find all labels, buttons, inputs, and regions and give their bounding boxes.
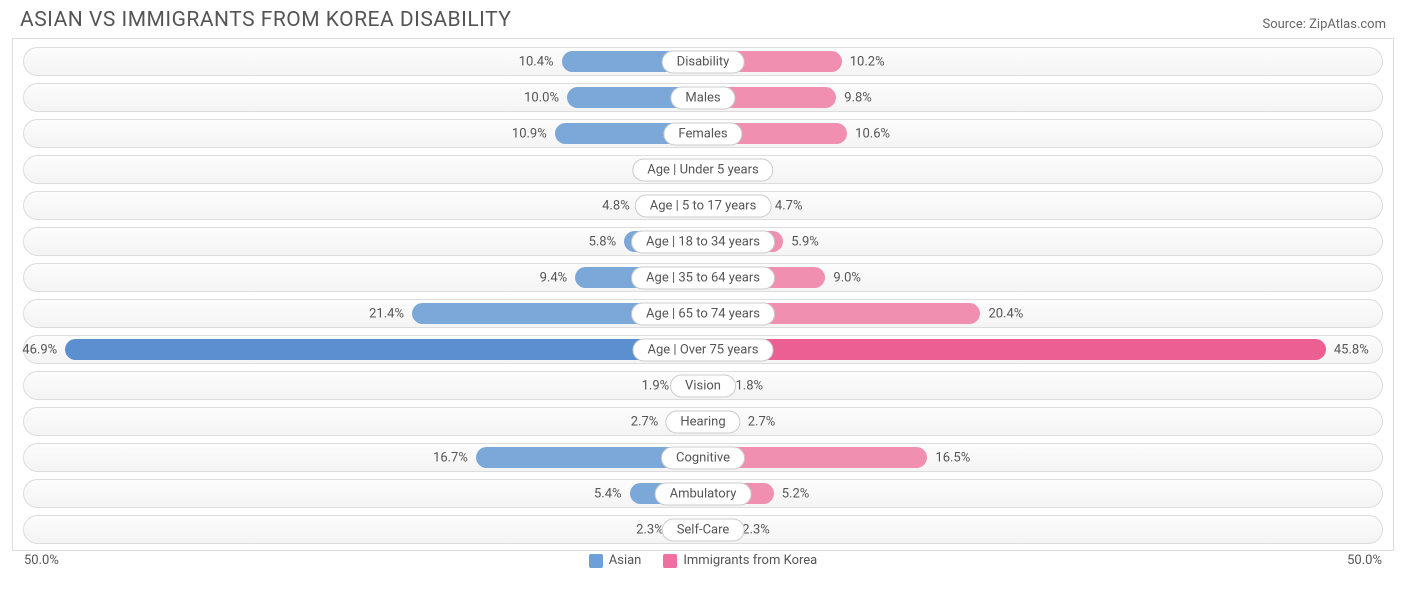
- value-left: 2.3%: [636, 522, 664, 537]
- legend-swatch-right: [663, 554, 677, 568]
- value-right: 16.5%: [935, 450, 970, 465]
- chart-row: 10.4% 10.2% Disability: [23, 47, 1383, 76]
- value-right: 10.2%: [850, 54, 885, 69]
- category-pill: Males: [670, 86, 735, 109]
- value-left: 4.8%: [602, 198, 630, 213]
- value-left: 1.9%: [642, 378, 670, 393]
- category-pill: Age | 35 to 64 years: [631, 266, 775, 289]
- value-left: 5.8%: [589, 234, 617, 249]
- legend-swatch-left: [589, 554, 603, 568]
- value-right: 1.8%: [735, 378, 763, 393]
- value-left: 9.4%: [540, 270, 568, 285]
- chart-row: 5.4% 5.2% Ambulatory: [23, 479, 1383, 508]
- value-left: 10.4%: [519, 54, 554, 69]
- chart-title: ASIAN VS IMMIGRANTS FROM KOREA DISABILIT…: [20, 8, 511, 32]
- chart-row: 10.0% 9.8% Males: [23, 83, 1383, 112]
- legend-label-left: Asian: [609, 553, 642, 568]
- chart-row: 46.9% 45.8% Age | Over 75 years: [23, 335, 1383, 364]
- value-right: 2.7%: [748, 414, 776, 429]
- chart-row: 16.7% 16.5% Cognitive: [23, 443, 1383, 472]
- value-left: 46.9%: [22, 342, 57, 357]
- category-pill: Females: [663, 122, 742, 145]
- chart-row: 1.1%1.1%Age | Under 5 years: [23, 155, 1383, 184]
- value-right: 4.7%: [775, 198, 803, 213]
- value-right: 9.0%: [833, 270, 861, 285]
- axis-right-max: 50.0%: [1347, 553, 1382, 568]
- bar-right: [703, 339, 1326, 360]
- legend-item-right: Immigrants from Korea: [663, 553, 817, 568]
- chart-row: 10.9% 10.6% Females: [23, 119, 1383, 148]
- category-pill: Age | Under 5 years: [632, 158, 773, 181]
- value-right: 5.9%: [791, 234, 819, 249]
- bar-left: [65, 339, 703, 360]
- value-right: 10.6%: [855, 126, 890, 141]
- value-right: 5.2%: [782, 486, 810, 501]
- category-pill: Disability: [662, 50, 745, 73]
- value-right: 45.8%: [1334, 342, 1369, 357]
- chart-row: 2.7% 2.7% Hearing: [23, 407, 1383, 436]
- chart-row: 5.8% 5.9% Age | 18 to 34 years: [23, 227, 1383, 256]
- chart-plot-area: 10.4%10.2%Disability10.0%9.8%Males10.9%1…: [12, 38, 1394, 551]
- chart-header: ASIAN VS IMMIGRANTS FROM KOREA DISABILIT…: [0, 0, 1406, 38]
- category-pill: Cognitive: [661, 446, 745, 469]
- value-left: 5.4%: [594, 486, 622, 501]
- value-right: 2.3%: [742, 522, 770, 537]
- chart-row: 21.4% 20.4% Age | 65 to 74 years: [23, 299, 1383, 328]
- value-left: 10.0%: [524, 90, 559, 105]
- value-right: 20.4%: [988, 306, 1023, 321]
- category-pill: Vision: [670, 374, 736, 397]
- value-left: 21.4%: [369, 306, 404, 321]
- legend-item-left: Asian: [589, 553, 642, 568]
- chart-row: 9.4% 9.0% Age | 35 to 64 years: [23, 263, 1383, 292]
- chart-source: Source: ZipAtlas.com: [1262, 17, 1386, 32]
- category-pill: Hearing: [665, 410, 740, 433]
- category-pill: Age | 5 to 17 years: [635, 194, 772, 217]
- value-left: 16.7%: [433, 450, 468, 465]
- chart-row: 2.3% 2.3%Self-Care: [23, 515, 1383, 544]
- chart-footer: 50.0% Asian Immigrants from Korea 50.0%: [0, 551, 1406, 568]
- category-pill: Age | 65 to 74 years: [631, 302, 775, 325]
- value-right: 9.8%: [844, 90, 872, 105]
- axis-left-max: 50.0%: [24, 553, 59, 568]
- category-pill: Age | Over 75 years: [633, 338, 774, 361]
- chart-row: 4.8% 4.7%Age | 5 to 17 years: [23, 191, 1383, 220]
- legend: Asian Immigrants from Korea: [589, 553, 817, 568]
- category-pill: Self-Care: [662, 518, 745, 541]
- category-pill: Ambulatory: [655, 482, 752, 505]
- category-pill: Age | 18 to 34 years: [631, 230, 775, 253]
- value-left: 2.7%: [631, 414, 659, 429]
- chart-row: 1.9% 1.8%Vision: [23, 371, 1383, 400]
- value-left: 10.9%: [512, 126, 547, 141]
- legend-label-right: Immigrants from Korea: [683, 553, 817, 568]
